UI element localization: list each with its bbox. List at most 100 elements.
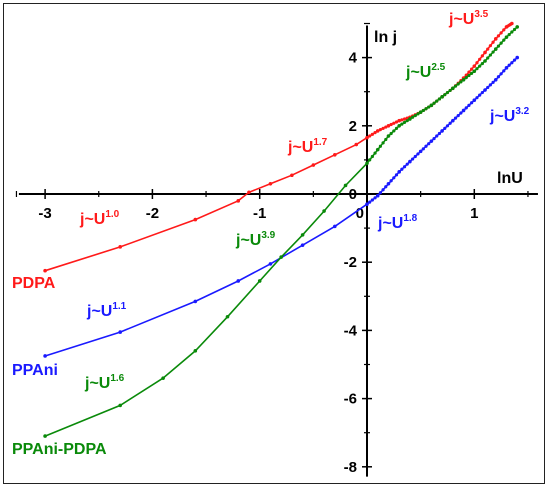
y-tick-label: -6 xyxy=(344,391,357,408)
data-point xyxy=(478,64,482,68)
data-point xyxy=(236,279,241,283)
data-point xyxy=(268,262,273,266)
data-point xyxy=(290,173,294,178)
x-tick-label: 0 xyxy=(356,205,364,222)
data-point xyxy=(496,44,501,48)
data-point xyxy=(311,163,316,167)
data-point xyxy=(432,136,436,141)
data-point xyxy=(402,120,407,124)
data-point xyxy=(464,76,468,80)
data-point xyxy=(402,117,407,121)
data-point xyxy=(456,113,460,118)
data-point xyxy=(392,176,396,180)
data-point xyxy=(43,268,47,273)
data-point xyxy=(504,66,509,70)
data-point xyxy=(375,193,380,198)
data-point xyxy=(365,161,369,166)
data-point xyxy=(483,88,487,92)
data-point xyxy=(386,134,391,138)
data-point xyxy=(435,99,439,103)
data-point xyxy=(486,47,490,51)
data-point xyxy=(418,110,423,114)
data-point xyxy=(453,84,458,88)
data-point xyxy=(236,199,241,203)
x-tick-label: -3 xyxy=(38,205,51,222)
data-point xyxy=(384,185,388,189)
data-point xyxy=(408,159,412,164)
data-point xyxy=(368,134,372,138)
annotation-ppani-3-2: j~U3.2 xyxy=(489,106,530,125)
x-tick-label: 1 xyxy=(470,205,478,222)
annotation-pdpa-3-5: j~U3.5 xyxy=(448,9,489,28)
data-point xyxy=(461,108,466,113)
axes: -3 -2 -1 0 1 -8 -6 -4 -2 0 2 4 xyxy=(15,22,538,477)
data-point xyxy=(118,330,123,334)
data-point xyxy=(411,157,415,161)
data-point xyxy=(300,233,305,237)
chart-frame xyxy=(3,3,545,484)
data-point xyxy=(354,142,359,147)
data-point xyxy=(467,70,471,74)
data-point xyxy=(373,151,377,155)
data-point xyxy=(384,137,388,142)
data-point xyxy=(464,73,468,77)
data-point xyxy=(386,181,391,186)
data-point xyxy=(370,198,374,202)
data-point xyxy=(488,83,492,87)
data-point xyxy=(499,31,503,35)
y-tick-label: -2 xyxy=(344,254,357,271)
data-point xyxy=(394,173,399,177)
data-point xyxy=(368,158,372,162)
data-point xyxy=(515,25,520,29)
annotation-pdpa-1-7: j~U1.7 xyxy=(287,137,328,156)
data-point xyxy=(472,69,477,74)
data-point xyxy=(432,101,436,105)
data-point xyxy=(453,116,458,120)
data-point xyxy=(375,129,380,133)
data-point xyxy=(405,162,409,166)
data-point xyxy=(502,69,506,73)
y-tick-label: 4 xyxy=(349,50,358,67)
data-point xyxy=(118,245,123,249)
series-label-pdpa: PDPA xyxy=(12,275,56,292)
data-point xyxy=(257,279,262,283)
data-point xyxy=(405,116,409,120)
annotation-ppani-1-8: j~U1.8 xyxy=(377,213,418,232)
data-point xyxy=(378,191,383,195)
data-point xyxy=(397,124,401,128)
data-point xyxy=(493,77,498,82)
data-point xyxy=(424,144,428,148)
data-point xyxy=(486,85,490,90)
data-point xyxy=(507,32,511,37)
data-point xyxy=(440,129,444,133)
data-point xyxy=(411,115,415,119)
data-point xyxy=(413,113,417,118)
data-point xyxy=(445,90,450,95)
data-point xyxy=(416,112,420,116)
data-point xyxy=(470,101,474,105)
data-point xyxy=(268,181,273,186)
data-point xyxy=(437,97,442,101)
data-point xyxy=(440,95,444,99)
data-point xyxy=(384,125,388,129)
data-point xyxy=(451,118,455,123)
data-point xyxy=(478,57,482,61)
data-point xyxy=(373,131,377,135)
annotation-ppani-pdpa-3-9: j~U3.9 xyxy=(235,230,276,249)
data-point xyxy=(247,190,251,195)
annotation-ppani-pdpa-2-5: j~U2.5 xyxy=(405,62,446,81)
data-point xyxy=(378,128,383,132)
data-point xyxy=(370,132,374,136)
y-tick-label: -4 xyxy=(344,322,358,339)
series-label-ppani: PPAni xyxy=(12,362,58,379)
data-point xyxy=(483,59,487,63)
data-point xyxy=(488,44,492,48)
data-point xyxy=(370,154,374,159)
data-point xyxy=(389,122,393,127)
data-point xyxy=(491,50,495,54)
data-point xyxy=(279,255,283,259)
data-point xyxy=(448,121,452,125)
data-point xyxy=(496,34,501,38)
data-point xyxy=(193,349,198,353)
